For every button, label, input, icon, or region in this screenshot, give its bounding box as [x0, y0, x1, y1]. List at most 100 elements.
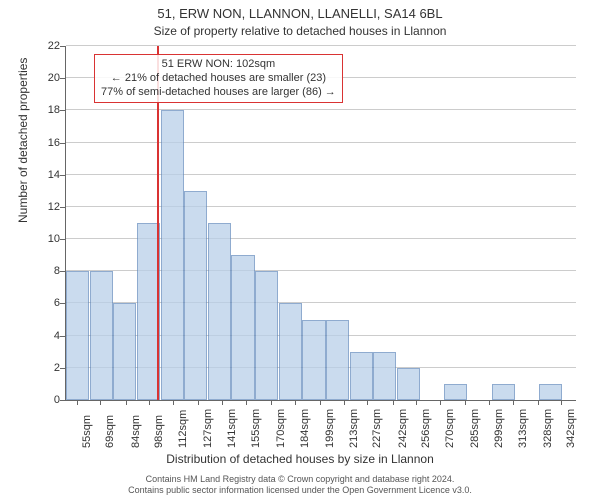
histogram-bar: [350, 352, 373, 400]
x-tick-mark: [513, 400, 514, 405]
x-tick-label: 328sqm: [542, 409, 554, 448]
y-tick-mark: [60, 207, 65, 208]
gridline-h: [66, 45, 576, 46]
y-tick-label: 2: [30, 362, 60, 374]
x-tick-label: 242sqm: [397, 409, 409, 448]
x-tick-mark: [489, 400, 490, 405]
x-tick-mark: [416, 400, 417, 405]
y-tick-mark: [60, 143, 65, 144]
x-tick-label: 199sqm: [324, 409, 336, 448]
y-tick-label: 10: [30, 233, 60, 245]
x-tick-label: 155sqm: [250, 409, 262, 448]
x-tick-label: 227sqm: [371, 409, 383, 448]
histogram-bar: [231, 255, 254, 400]
x-tick-mark: [100, 400, 101, 405]
x-tick-label: 285sqm: [469, 409, 481, 448]
y-tick-mark: [60, 271, 65, 272]
y-tick-label: 20: [30, 72, 60, 84]
x-tick-label: 98sqm: [153, 415, 165, 448]
annotation-line1: 51 ERW NON: 102sqm: [101, 58, 336, 72]
x-tick-label: 256sqm: [420, 409, 432, 448]
histogram-bar: [326, 320, 349, 400]
x-axis-label: Distribution of detached houses by size …: [0, 452, 600, 466]
histogram-bar: [397, 368, 420, 400]
y-tick-mark: [60, 46, 65, 47]
gridline-h: [66, 142, 576, 143]
gridline-h: [66, 109, 576, 110]
histogram-bar: [492, 384, 515, 400]
histogram-bar: [539, 384, 562, 400]
histogram-bar: [66, 271, 89, 400]
histogram-bar: [373, 352, 396, 400]
y-tick-label: 4: [30, 330, 60, 342]
y-tick-mark: [60, 336, 65, 337]
x-tick-label: 127sqm: [202, 409, 214, 448]
y-tick-label: 8: [30, 265, 60, 277]
x-tick-mark: [126, 400, 127, 405]
histogram-bar: [90, 271, 113, 400]
y-tick-mark: [60, 368, 65, 369]
x-tick-mark: [222, 400, 223, 405]
y-tick-label: 6: [30, 297, 60, 309]
x-tick-label: 112sqm: [177, 410, 189, 448]
histogram-bar: [113, 303, 136, 400]
footer-line2: Contains public sector information licen…: [0, 485, 600, 496]
y-axis-label: Number of detached properties: [16, 58, 30, 223]
x-tick-mark: [271, 400, 272, 405]
x-tick-mark: [440, 400, 441, 405]
histogram-bar: [184, 191, 207, 400]
x-tick-mark: [198, 400, 199, 405]
y-tick-mark: [60, 239, 65, 240]
plot-area: 51 ERW NON: 102sqm ← 21% of detached hou…: [65, 46, 576, 401]
x-tick-label: 84sqm: [130, 415, 142, 448]
x-tick-label: 342sqm: [565, 409, 577, 448]
x-tick-label: 213sqm: [348, 409, 360, 448]
x-tick-mark: [344, 400, 345, 405]
x-tick-mark: [246, 400, 247, 405]
histogram-bar: [444, 384, 467, 400]
histogram-bar: [302, 320, 325, 400]
x-tick-label: 69sqm: [104, 415, 116, 448]
chart-subtitle: Size of property relative to detached ho…: [0, 24, 600, 38]
y-tick-label: 16: [30, 137, 60, 149]
y-tick-mark: [60, 78, 65, 79]
y-tick-mark: [60, 110, 65, 111]
histogram-bar: [161, 110, 184, 400]
x-tick-mark: [149, 400, 150, 405]
y-tick-mark: [60, 175, 65, 176]
histogram-bar: [208, 223, 231, 400]
x-tick-label: 141sqm: [226, 409, 238, 448]
x-tick-label: 170sqm: [275, 409, 287, 448]
footer-line1: Contains HM Land Registry data © Crown c…: [0, 474, 600, 485]
y-tick-label: 0: [30, 394, 60, 406]
x-tick-label: 299sqm: [493, 409, 505, 448]
annotation-line3: 77% of semi-detached houses are larger (…: [101, 86, 336, 100]
x-tick-label: 55sqm: [81, 415, 93, 448]
histogram-bar: [279, 303, 302, 400]
annotation-line2: ← 21% of detached houses are smaller (23…: [101, 72, 336, 86]
figure: 51, ERW NON, LLANNON, LLANELLI, SA14 6BL…: [0, 0, 600, 500]
x-tick-mark: [77, 400, 78, 405]
x-tick-label: 313sqm: [517, 409, 529, 448]
x-tick-mark: [173, 400, 174, 405]
y-tick-mark: [60, 303, 65, 304]
x-tick-label: 184sqm: [299, 409, 311, 448]
x-tick-mark: [367, 400, 368, 405]
y-tick-label: 12: [30, 201, 60, 213]
x-tick-label: 270sqm: [444, 409, 456, 448]
gridline-h: [66, 174, 576, 175]
x-tick-mark: [538, 400, 539, 405]
x-tick-mark: [561, 400, 562, 405]
y-tick-label: 22: [30, 40, 60, 52]
footer: Contains HM Land Registry data © Crown c…: [0, 474, 600, 496]
annotation-box: 51 ERW NON: 102sqm ← 21% of detached hou…: [94, 54, 343, 103]
y-tick-mark: [60, 400, 65, 401]
y-tick-label: 18: [30, 104, 60, 116]
chart-title: 51, ERW NON, LLANNON, LLANELLI, SA14 6BL: [0, 6, 600, 21]
x-tick-mark: [320, 400, 321, 405]
x-tick-mark: [465, 400, 466, 405]
histogram-bar: [255, 271, 278, 400]
x-tick-mark: [295, 400, 296, 405]
gridline-h: [66, 206, 576, 207]
x-tick-mark: [393, 400, 394, 405]
